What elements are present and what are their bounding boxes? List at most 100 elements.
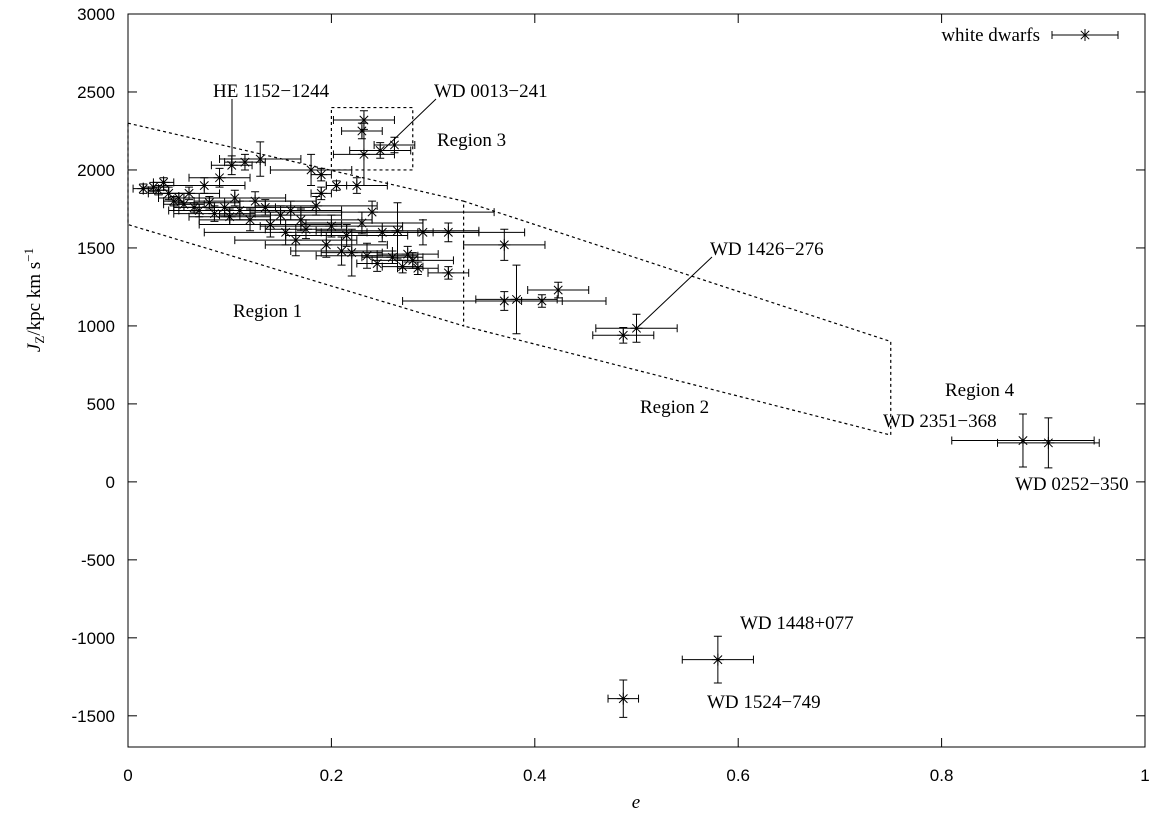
- point: [203, 196, 216, 209]
- point: [147, 181, 160, 194]
- point: [357, 114, 370, 127]
- point: [183, 187, 196, 200]
- y-label-sub: Z: [32, 336, 47, 344]
- y-tick-label: -1000: [72, 629, 115, 648]
- plot-frame: [127, 13, 1146, 748]
- point: [320, 238, 333, 251]
- y-tick-label: 2000: [77, 161, 115, 180]
- point: [498, 238, 511, 251]
- x-tick-label: 0.2: [320, 766, 344, 785]
- point: [1016, 434, 1029, 447]
- point: [249, 195, 262, 208]
- point: [325, 220, 338, 233]
- y-tick-label: 3000: [77, 5, 115, 24]
- point: [498, 294, 511, 307]
- x-axis-label: e: [632, 792, 640, 813]
- annotation: WD 1524−749: [707, 692, 821, 713]
- x-tick-label: 0.4: [523, 766, 547, 785]
- point: [360, 249, 373, 262]
- point: [396, 260, 409, 273]
- region-outline: [330, 106, 414, 171]
- point: [617, 329, 630, 342]
- annotation: WD 1448+077: [740, 613, 854, 634]
- point: [335, 245, 348, 258]
- annotation: Region 1: [233, 301, 302, 322]
- point: [177, 198, 190, 211]
- point: [355, 124, 368, 137]
- point: [340, 229, 353, 242]
- point: [299, 223, 312, 236]
- annotation: HE 1152−1244: [213, 81, 330, 102]
- point: [535, 294, 548, 307]
- y-tick-label: -500: [81, 551, 115, 570]
- y-tick-label: 0: [106, 473, 115, 492]
- point: [366, 206, 379, 219]
- point: [401, 248, 414, 261]
- point: [172, 192, 185, 205]
- point: [225, 159, 238, 172]
- y-tick-label: 1000: [77, 317, 115, 336]
- point: [617, 692, 630, 705]
- point: [228, 192, 241, 205]
- point: [284, 204, 297, 217]
- x-tick-label: 0.6: [726, 766, 750, 785]
- legend-swatch: [1051, 29, 1119, 41]
- point: [350, 179, 363, 192]
- annotation-pointer: [382, 98, 437, 151]
- point: [259, 201, 272, 214]
- annotation: WD 2351−368: [883, 411, 997, 432]
- point: [274, 209, 287, 222]
- region-outline: [463, 200, 892, 436]
- point: [198, 179, 211, 192]
- point: [345, 246, 358, 259]
- point: [254, 153, 267, 166]
- point: [315, 168, 328, 181]
- y-label-sup: −1: [21, 248, 36, 262]
- point: [208, 207, 221, 220]
- y-tick-label: 2500: [77, 83, 115, 102]
- point: [167, 195, 180, 208]
- point: [552, 284, 565, 297]
- annotation: Region 2: [640, 397, 709, 418]
- annotation: WD 1426−276: [710, 239, 824, 260]
- point: [374, 144, 387, 157]
- annotation-pointer: [637, 256, 713, 328]
- x-tick-label: 1: [1140, 766, 1149, 785]
- y-tick-label: -1500: [72, 707, 115, 726]
- y-label-unit: /kpc km s: [24, 262, 45, 336]
- y-tick-label: 500: [87, 395, 115, 414]
- x-tick-label: 0.8: [930, 766, 954, 785]
- point: [406, 254, 419, 267]
- point: [315, 187, 328, 200]
- point: [371, 257, 384, 270]
- point: [411, 262, 424, 275]
- annotation: WD 0252−350: [1015, 474, 1129, 495]
- point: [1042, 436, 1055, 449]
- x-tick-label: 0: [123, 766, 132, 785]
- point: [391, 224, 404, 237]
- point: [442, 226, 455, 239]
- point: [388, 139, 401, 152]
- y-axis-label: JZ/kpc km s−1: [21, 248, 47, 352]
- point: [442, 266, 455, 279]
- point: [630, 322, 643, 335]
- y-tick-label: 1500: [77, 239, 115, 258]
- point: [510, 293, 523, 306]
- point: [711, 653, 724, 666]
- annotation: Region 4: [945, 380, 1015, 401]
- annotation: Region 3: [437, 130, 506, 151]
- point: [310, 199, 323, 212]
- y-label-symbol: J: [24, 342, 45, 352]
- point: [238, 156, 251, 169]
- point: [289, 234, 302, 247]
- legend-label: white dwarfs: [941, 25, 1040, 46]
- point: [305, 163, 318, 176]
- point: [386, 251, 399, 264]
- point: [355, 216, 368, 229]
- annotation: WD 0013−241: [434, 81, 548, 102]
- point: [264, 218, 277, 231]
- point: [213, 171, 226, 184]
- point: [357, 148, 370, 161]
